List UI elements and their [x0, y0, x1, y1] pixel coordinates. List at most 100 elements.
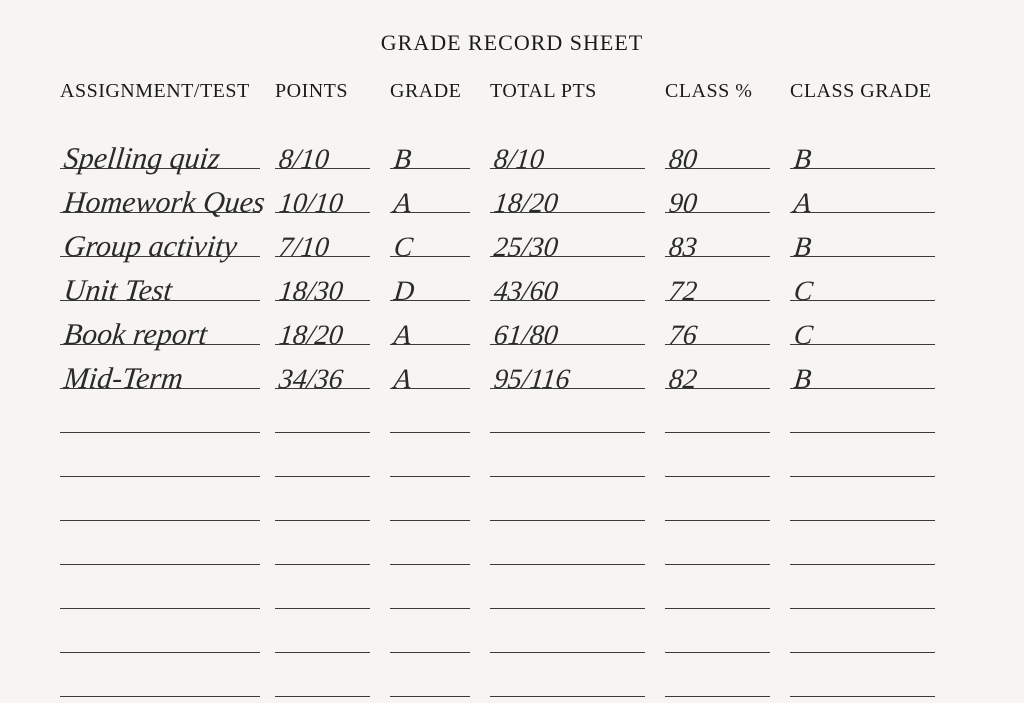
cell-class_pct: 82 — [665, 351, 790, 395]
cell-assignment: Book report — [60, 307, 275, 351]
cell-class_pct — [665, 527, 790, 571]
points-value: 7/10 — [278, 234, 331, 262]
grade-value: D — [393, 278, 416, 306]
underline — [790, 212, 935, 213]
underline — [275, 564, 370, 565]
assignment-value: Unit Test — [62, 276, 173, 306]
cell-class_grade: B — [790, 351, 950, 395]
underline — [275, 432, 370, 433]
grade-value: C — [393, 234, 415, 262]
assignment-value: Homework Ques — [62, 188, 266, 218]
underline — [790, 652, 935, 653]
class_pct-value: 82 — [668, 366, 699, 394]
underline — [60, 608, 260, 609]
cell-assignment: Mid-Term — [60, 351, 275, 395]
assignment-value: Spelling quiz — [62, 144, 221, 174]
cell-total_pts — [490, 571, 665, 615]
underline — [490, 564, 645, 565]
cell-class_grade — [790, 615, 950, 659]
cell-grade — [390, 615, 490, 659]
cell-points — [275, 615, 390, 659]
cell-class_pct: 80 — [665, 131, 790, 175]
cell-points — [275, 439, 390, 483]
underline — [790, 608, 935, 609]
col-header-class-grade: CLASS GRADE — [790, 80, 950, 131]
cell-assignment — [60, 439, 275, 483]
points-value: 18/20 — [278, 322, 345, 350]
cell-grade — [390, 439, 490, 483]
col-header-points: POINTS — [275, 80, 390, 131]
cell-grade: A — [390, 307, 490, 351]
grade-value: A — [393, 190, 413, 218]
cell-assignment — [60, 483, 275, 527]
cell-points — [275, 659, 390, 703]
grade-value: A — [393, 366, 413, 394]
cell-points: 34/36 — [275, 351, 390, 395]
underline — [665, 520, 770, 521]
grade-table: ASSIGNMENT/TEST POINTS GRADE TOTAL PTS C… — [60, 80, 964, 703]
cell-grade: C — [390, 219, 490, 263]
class_pct-value: 72 — [668, 278, 699, 306]
col-header-class-pct: CLASS % — [665, 80, 790, 131]
cell-grade: A — [390, 175, 490, 219]
underline — [665, 608, 770, 609]
points-value: 8/10 — [278, 146, 331, 174]
cell-points: 8/10 — [275, 131, 390, 175]
cell-total_pts: 95/116 — [490, 351, 665, 395]
class_pct-value: 83 — [668, 234, 699, 262]
class_grade-value: B — [793, 146, 813, 174]
underline — [790, 696, 935, 697]
cell-class_grade — [790, 483, 950, 527]
class_grade-value: B — [793, 366, 813, 394]
cell-class_grade — [790, 395, 950, 439]
cell-points: 18/30 — [275, 263, 390, 307]
underline — [390, 476, 470, 477]
underline — [665, 432, 770, 433]
cell-assignment: Group activity — [60, 219, 275, 263]
cell-total_pts: 25/30 — [490, 219, 665, 263]
cell-assignment — [60, 615, 275, 659]
underline — [790, 256, 935, 257]
grade-value: B — [393, 146, 413, 174]
cell-total_pts: 43/60 — [490, 263, 665, 307]
cell-class_grade: B — [790, 219, 950, 263]
class_grade-value: A — [793, 190, 813, 218]
total_pts-value: 95/116 — [493, 366, 572, 394]
underline — [390, 608, 470, 609]
cell-points — [275, 395, 390, 439]
cell-class_grade — [790, 527, 950, 571]
cell-total_pts — [490, 659, 665, 703]
cell-total_pts — [490, 615, 665, 659]
points-value: 18/30 — [278, 278, 345, 306]
underline — [60, 564, 260, 565]
cell-grade — [390, 483, 490, 527]
underline — [275, 476, 370, 477]
cell-class_grade: A — [790, 175, 950, 219]
cell-total_pts — [490, 527, 665, 571]
cell-grade: B — [390, 131, 490, 175]
underline — [60, 476, 260, 477]
underline — [790, 476, 935, 477]
cell-grade — [390, 527, 490, 571]
cell-grade — [390, 571, 490, 615]
underline — [275, 520, 370, 521]
cell-class_pct — [665, 615, 790, 659]
assignment-value: Group activity — [62, 232, 238, 262]
underline — [790, 432, 935, 433]
total_pts-value: 8/10 — [493, 146, 546, 174]
underline — [390, 432, 470, 433]
underline — [490, 696, 645, 697]
cell-class_grade: C — [790, 263, 950, 307]
cell-grade — [390, 659, 490, 703]
cell-class_pct: 83 — [665, 219, 790, 263]
underline — [490, 476, 645, 477]
class_pct-value: 76 — [668, 322, 699, 350]
total_pts-value: 61/80 — [493, 322, 560, 350]
cell-grade — [390, 395, 490, 439]
cell-class_pct — [665, 483, 790, 527]
page-title: GRADE RECORD SHEET — [60, 30, 964, 56]
underline — [665, 564, 770, 565]
cell-points — [275, 527, 390, 571]
cell-total_pts: 18/20 — [490, 175, 665, 219]
underline — [790, 388, 935, 389]
